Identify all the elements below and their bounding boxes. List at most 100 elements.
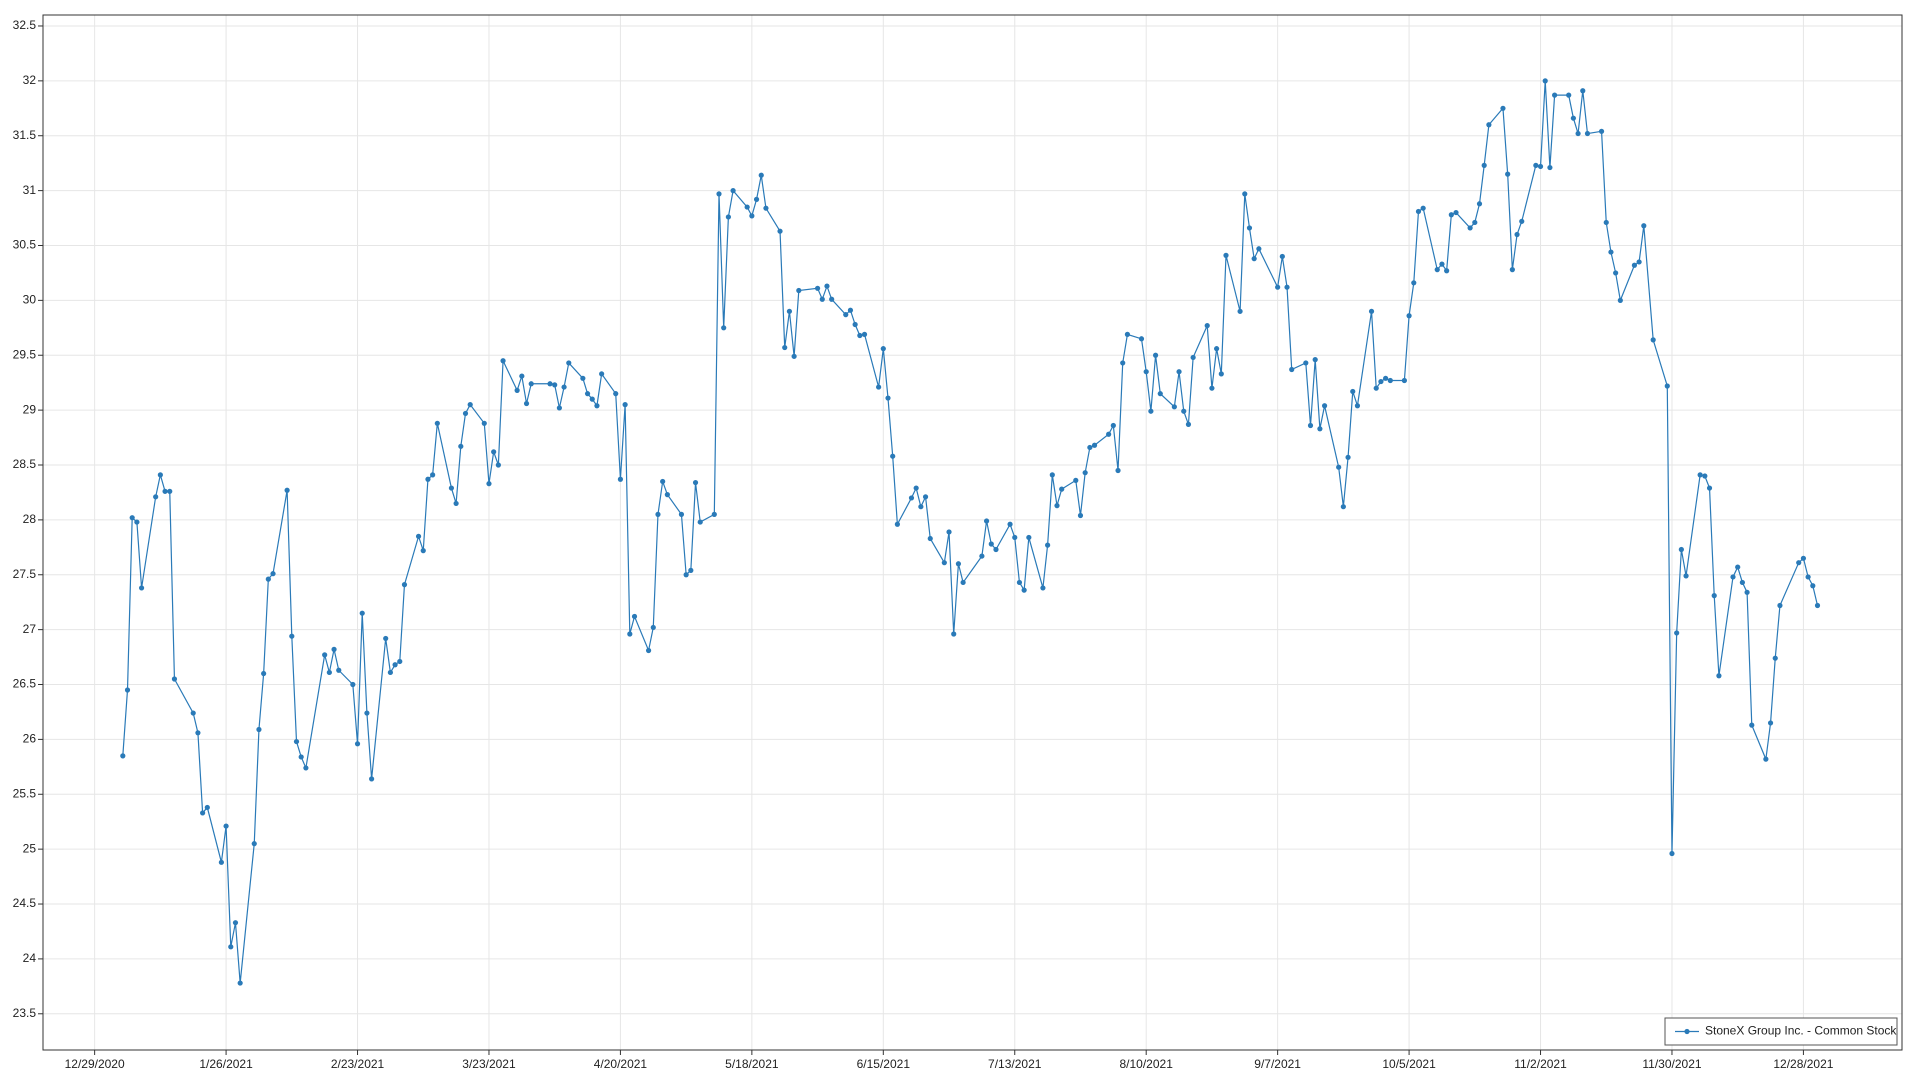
data-point	[711, 511, 717, 517]
data-point	[200, 810, 206, 816]
data-point	[692, 479, 699, 486]
y-tick-label: 26	[23, 732, 37, 746]
data-point	[1542, 78, 1548, 84]
data-point	[908, 495, 915, 501]
data-point	[786, 308, 793, 314]
data-point	[289, 633, 295, 639]
data-point	[589, 396, 595, 402]
data-point	[758, 172, 764, 178]
data-point	[1246, 225, 1253, 231]
data-point	[1810, 583, 1816, 589]
data-point	[369, 776, 375, 782]
data-point	[1800, 555, 1807, 561]
data-point	[1171, 404, 1177, 410]
data-point	[322, 652, 328, 658]
x-tick-label: 6/15/2021	[857, 1057, 911, 1071]
data-point	[1185, 421, 1192, 427]
y-tick-label: 31.5	[13, 128, 37, 142]
data-point	[1124, 331, 1131, 337]
data-point	[1706, 485, 1713, 491]
data-point	[1730, 574, 1736, 580]
x-tick-label: 12/29/2020	[65, 1057, 125, 1071]
data-point	[796, 287, 802, 294]
data-point	[350, 681, 356, 688]
x-tick-label: 2/23/2021	[331, 1057, 385, 1071]
data-point	[1547, 164, 1553, 171]
data-point	[1218, 371, 1224, 377]
data-point	[1603, 219, 1609, 226]
data-point	[1307, 422, 1314, 429]
y-tick-label: 32.5	[13, 18, 37, 32]
data-point	[261, 670, 267, 677]
y-tick-label: 28	[23, 512, 37, 526]
data-point	[1026, 534, 1032, 541]
data-point	[218, 859, 224, 865]
x-tick-label: 12/28/2021	[1773, 1057, 1833, 1071]
data-point	[1190, 354, 1196, 361]
y-tick-label: 26.5	[13, 677, 37, 691]
data-point	[1598, 128, 1605, 134]
data-point	[1613, 270, 1619, 276]
data-point	[1373, 385, 1379, 391]
data-point	[1054, 503, 1060, 509]
data-point	[1481, 162, 1487, 168]
data-point	[1284, 284, 1290, 290]
data-point	[1744, 589, 1750, 595]
data-point	[1214, 346, 1220, 352]
data-point	[1763, 756, 1769, 762]
data-point	[1575, 130, 1581, 137]
data-point	[1650, 337, 1656, 343]
data-point	[1434, 267, 1440, 273]
x-tick-label: 3/23/2021	[462, 1057, 516, 1071]
data-point	[434, 420, 440, 426]
data-point	[749, 213, 755, 219]
data-point	[1336, 464, 1342, 470]
data-point	[1448, 212, 1454, 218]
data-point	[1077, 512, 1084, 519]
data-point	[697, 519, 703, 525]
data-point	[523, 400, 530, 407]
data-point	[195, 730, 201, 736]
data-point	[162, 488, 168, 494]
data-point	[617, 476, 624, 482]
data-point	[1472, 219, 1478, 226]
data-point	[251, 841, 257, 847]
data-point	[1120, 360, 1126, 366]
data-point	[265, 576, 271, 582]
data-point	[664, 492, 670, 498]
data-point	[1091, 442, 1098, 448]
data-point	[1467, 225, 1473, 231]
data-point	[153, 494, 159, 500]
data-point	[852, 321, 858, 328]
data-point	[1223, 252, 1229, 258]
data-point	[885, 395, 891, 401]
data-point	[1777, 602, 1783, 609]
data-point	[1209, 385, 1215, 391]
data-point	[392, 662, 398, 668]
y-tick-label: 32	[23, 73, 37, 87]
data-point	[876, 384, 882, 390]
data-point	[1345, 454, 1351, 460]
data-point	[481, 420, 487, 426]
data-point	[1016, 579, 1023, 586]
data-point	[420, 548, 426, 554]
data-point	[415, 533, 422, 539]
y-tick-label: 24.5	[13, 896, 37, 910]
data-point	[941, 560, 947, 566]
data-point	[1486, 122, 1492, 128]
data-point	[655, 511, 661, 517]
data-point	[721, 325, 727, 331]
data-point	[1251, 256, 1257, 262]
data-point	[1444, 268, 1450, 274]
legend-marker	[1684, 1028, 1690, 1035]
data-point	[1204, 323, 1210, 329]
data-point	[495, 462, 501, 468]
data-point	[120, 753, 126, 759]
data-point	[1533, 162, 1539, 168]
data-point	[1242, 191, 1248, 197]
y-tick-label: 30	[23, 293, 37, 307]
data-point	[890, 453, 896, 459]
data-point	[157, 472, 163, 478]
data-point	[1453, 209, 1459, 216]
data-point	[1354, 403, 1361, 409]
